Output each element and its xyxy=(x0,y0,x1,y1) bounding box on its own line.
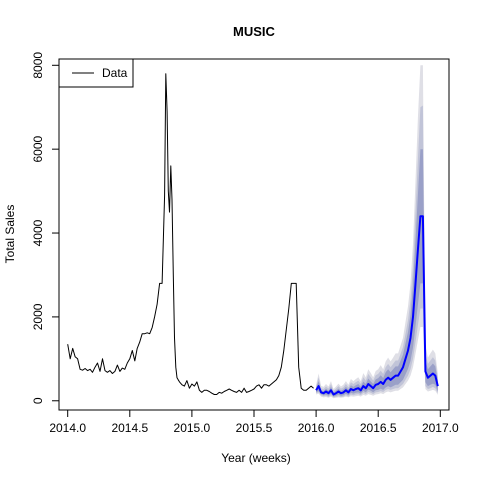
series-lines xyxy=(67,73,439,396)
x-axis-label: Year (weeks) xyxy=(221,451,291,465)
legend-label-data: Data xyxy=(102,66,128,80)
x-tick-label: 2014.0 xyxy=(49,421,86,435)
forecast-band-outer xyxy=(316,65,438,399)
x-tick-label: 2015.0 xyxy=(174,421,211,435)
y-tick-label: 4000 xyxy=(31,219,45,246)
plot-frame xyxy=(58,58,450,411)
x-tick-label: 2017.0 xyxy=(422,421,459,435)
y-axis: 0 2000 4000 6000 8000 xyxy=(31,52,60,404)
x-tick-label: 2015.5 xyxy=(236,421,273,435)
series-line-data xyxy=(67,73,314,395)
legend: Data xyxy=(58,58,134,88)
legend-box xyxy=(58,58,134,88)
x-tick-label: 2016.5 xyxy=(360,421,397,435)
forecast-band-inner xyxy=(316,149,438,397)
series-line-forecast xyxy=(315,215,439,396)
x-tick-label: 2016.0 xyxy=(298,421,335,435)
x-axis: 2014.0 2014.5 2015.0 2015.5 2016.0 2016.5 2017… xyxy=(49,409,459,435)
x-tick-label: 2014.5 xyxy=(111,421,148,435)
y-axis-label: Total Sales xyxy=(3,205,17,264)
forecast-band-middle xyxy=(316,105,438,398)
chart-title: MUSIC xyxy=(233,24,276,39)
y-tick-label: 8000 xyxy=(31,52,45,79)
y-tick-label: 2000 xyxy=(31,303,45,330)
y-tick-label: 0 xyxy=(31,397,45,404)
y-tick-label: 6000 xyxy=(31,135,45,162)
